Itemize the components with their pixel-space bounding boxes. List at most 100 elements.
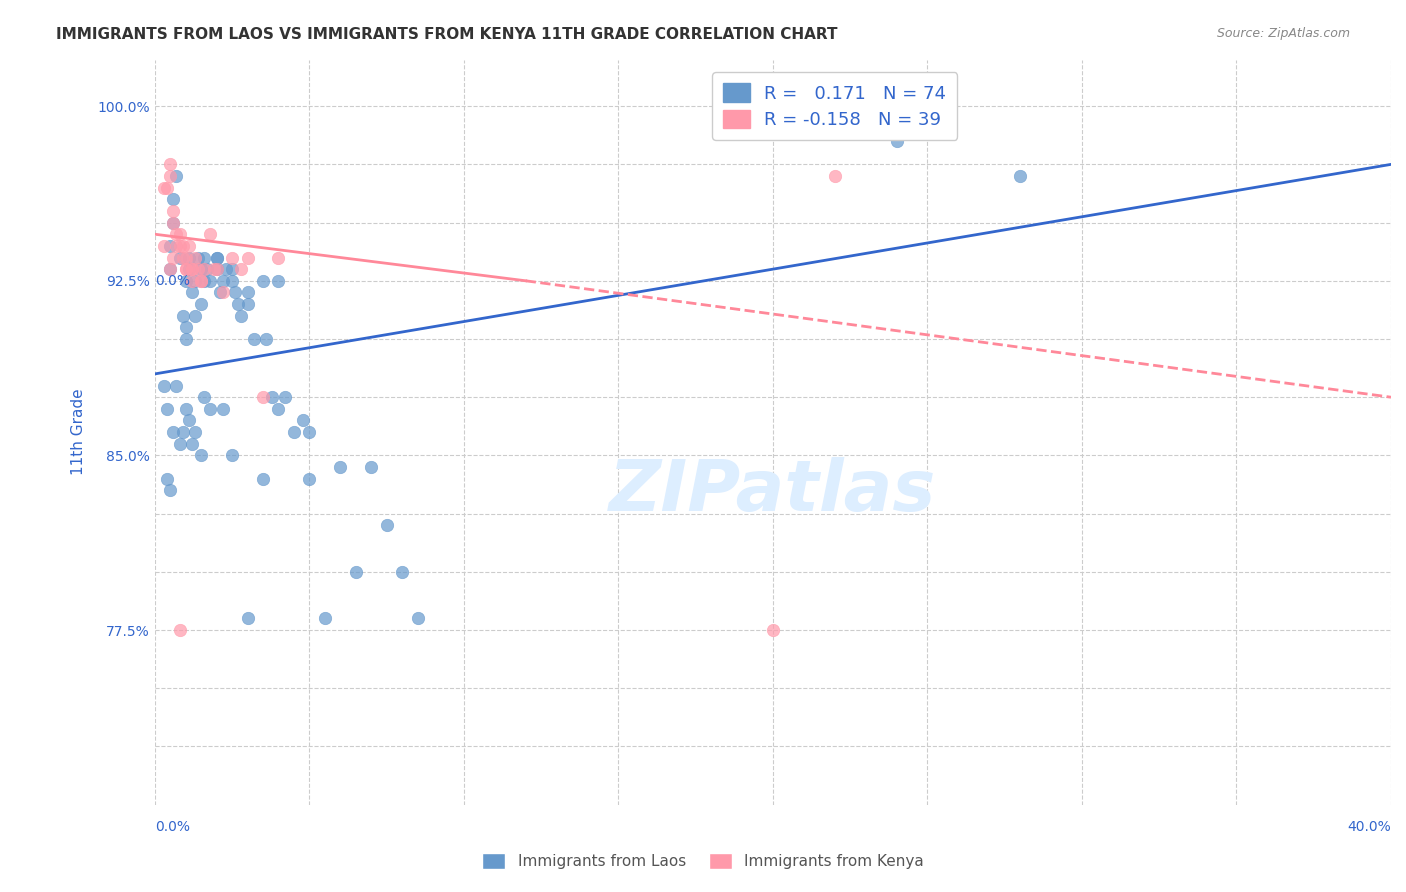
- Point: [236, 251, 259, 265]
- Point: [252, 472, 274, 486]
- Point: [169, 437, 191, 451]
- Point: [162, 216, 184, 230]
- Legend: R =   0.171   N = 74, R = -0.158   N = 39: R = 0.171 N = 74, R = -0.158 N = 39: [711, 72, 957, 140]
- Point: [221, 251, 243, 265]
- Point: [190, 262, 212, 277]
- Point: [174, 332, 197, 346]
- Point: [824, 169, 846, 183]
- Point: [159, 169, 181, 183]
- Point: [162, 192, 184, 206]
- Point: [231, 309, 253, 323]
- Point: [184, 309, 207, 323]
- Point: [292, 413, 315, 427]
- Point: [181, 262, 204, 277]
- Point: [181, 262, 204, 277]
- Point: [177, 239, 200, 253]
- Point: [1010, 169, 1032, 183]
- Point: [283, 425, 305, 439]
- Point: [211, 285, 233, 300]
- Point: [193, 274, 215, 288]
- Point: [190, 297, 212, 311]
- Point: [156, 180, 179, 194]
- Point: [162, 251, 184, 265]
- Point: [406, 611, 429, 625]
- Point: [254, 332, 277, 346]
- Point: [314, 611, 336, 625]
- Point: [174, 251, 197, 265]
- Point: [267, 401, 290, 416]
- Point: [172, 425, 194, 439]
- Point: [205, 262, 228, 277]
- Point: [252, 390, 274, 404]
- Point: [159, 239, 181, 253]
- Point: [193, 390, 215, 404]
- Point: [187, 251, 209, 265]
- Point: [184, 425, 207, 439]
- Point: [242, 332, 264, 346]
- Point: [159, 157, 181, 171]
- Text: 40.0%: 40.0%: [1347, 820, 1391, 833]
- Point: [156, 472, 179, 486]
- Point: [153, 378, 176, 392]
- Point: [172, 251, 194, 265]
- Point: [177, 262, 200, 277]
- Point: [208, 285, 231, 300]
- Point: [174, 320, 197, 334]
- Point: [231, 262, 253, 277]
- Point: [153, 239, 176, 253]
- Point: [181, 274, 204, 288]
- Point: [267, 274, 290, 288]
- Point: [172, 239, 194, 253]
- Point: [172, 309, 194, 323]
- Point: [391, 565, 413, 579]
- Point: [273, 390, 295, 404]
- Point: [169, 623, 191, 637]
- Point: [190, 274, 212, 288]
- Point: [195, 262, 218, 277]
- Point: [153, 180, 176, 194]
- Point: [202, 262, 225, 277]
- Point: [159, 483, 181, 498]
- Point: [221, 449, 243, 463]
- Text: 0.0%: 0.0%: [155, 275, 190, 288]
- Point: [252, 274, 274, 288]
- Point: [166, 378, 188, 392]
- Point: [211, 274, 233, 288]
- Point: [159, 262, 181, 277]
- Y-axis label: 11th Grade: 11th Grade: [72, 389, 86, 475]
- Text: IMMIGRANTS FROM LAOS VS IMMIGRANTS FROM KENYA 11TH GRADE CORRELATION CHART: IMMIGRANTS FROM LAOS VS IMMIGRANTS FROM …: [56, 27, 838, 42]
- Point: [174, 262, 197, 277]
- Point: [174, 262, 197, 277]
- Point: [360, 460, 382, 475]
- Point: [156, 401, 179, 416]
- Point: [174, 401, 197, 416]
- Point: [236, 297, 259, 311]
- Point: [200, 401, 222, 416]
- Point: [162, 425, 184, 439]
- Point: [226, 297, 249, 311]
- Point: [262, 390, 284, 404]
- Point: [187, 262, 209, 277]
- Point: [205, 251, 228, 265]
- Point: [177, 251, 200, 265]
- Point: [181, 437, 204, 451]
- Point: [190, 274, 212, 288]
- Point: [298, 425, 321, 439]
- Point: [205, 262, 228, 277]
- Point: [184, 251, 207, 265]
- Point: [221, 274, 243, 288]
- Point: [166, 239, 188, 253]
- Point: [162, 203, 184, 218]
- Point: [762, 623, 785, 637]
- Point: [181, 285, 204, 300]
- Point: [221, 262, 243, 277]
- Point: [205, 251, 228, 265]
- Point: [236, 611, 259, 625]
- Point: [215, 262, 238, 277]
- Point: [344, 565, 367, 579]
- Point: [166, 227, 188, 242]
- Point: [200, 274, 222, 288]
- Point: [267, 251, 290, 265]
- Text: ZIPatlas: ZIPatlas: [609, 458, 936, 526]
- Point: [169, 239, 191, 253]
